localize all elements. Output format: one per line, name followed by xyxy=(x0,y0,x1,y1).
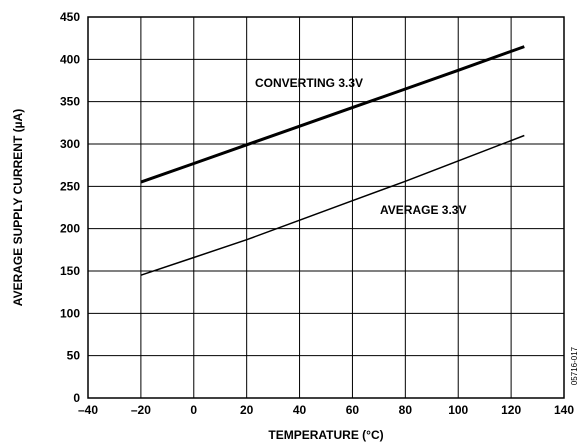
series-label-average: AVERAGE 3.3V xyxy=(380,203,466,217)
x-tick-labels: –40 –20 0 20 40 60 80 100 120 140 xyxy=(78,403,574,417)
grid xyxy=(87,16,565,399)
y-axis-title: AVERAGE SUPPLY CURRENT (µA) xyxy=(11,109,25,306)
series-group xyxy=(140,45,525,276)
x-tick-label: 40 xyxy=(293,403,307,417)
y-tick-labels: 0 50 100 150 200 250 300 350 400 450 xyxy=(60,10,80,405)
x-tick-label: 0 xyxy=(190,403,197,417)
series-line-converting xyxy=(140,45,525,184)
plot-frame xyxy=(87,16,565,399)
series-label-converting: CONVERTING 3.3V xyxy=(255,76,363,90)
y-tick-label: 350 xyxy=(60,95,80,109)
series-line-average xyxy=(140,134,525,276)
y-tick-label: 0 xyxy=(73,391,80,405)
x-tick-label: –40 xyxy=(78,403,98,417)
y-tick-label: 300 xyxy=(60,137,80,151)
x-tick-label: 140 xyxy=(554,403,574,417)
y-tick-label: 150 xyxy=(60,264,80,278)
series-labels: CONVERTING 3.3V AVERAGE 3.3V xyxy=(255,76,466,217)
y-tick-label: 400 xyxy=(60,52,80,66)
y-tick-label: 50 xyxy=(67,349,81,363)
x-tick-label: –20 xyxy=(131,403,151,417)
x-tick-label: 120 xyxy=(501,403,521,417)
figure-id: 05716-017 xyxy=(570,346,579,385)
x-tick-label: 20 xyxy=(240,403,254,417)
x-axis-title: TEMPERATURE (°C) xyxy=(268,428,383,442)
x-tick-label: 100 xyxy=(448,403,468,417)
x-tick-label: 60 xyxy=(346,403,360,417)
y-tick-label: 200 xyxy=(60,222,80,236)
y-tick-label: 450 xyxy=(60,10,80,24)
x-tick-label: 80 xyxy=(399,403,413,417)
y-tick-label: 100 xyxy=(60,306,80,320)
y-tick-label: 250 xyxy=(60,179,80,193)
